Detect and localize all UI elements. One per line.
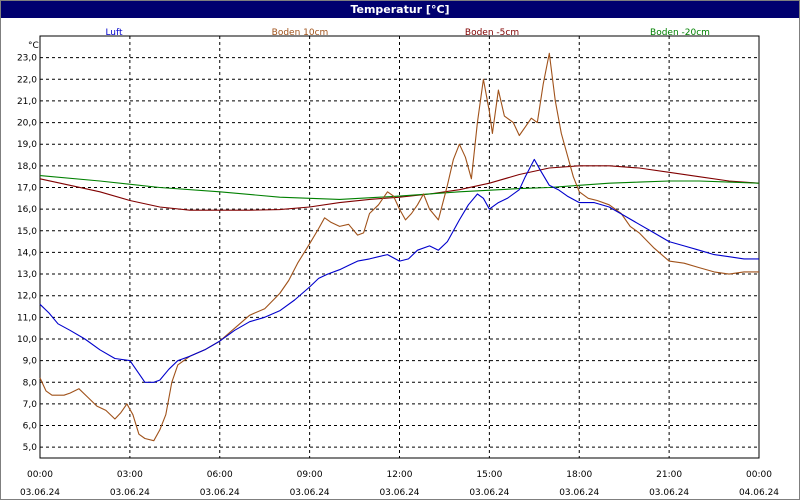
x-tick-date: 03.06.24 [379,488,419,498]
x-tick-date: 03.06.24 [20,488,60,498]
y-tick-label: 20,0 [17,119,37,129]
series-line-boden-10cm [39,52,759,442]
x-tick-time: 09:00 [297,470,323,480]
x-tick-time: 03:00 [117,470,143,480]
y-tick-label: 5,0 [23,443,38,453]
x-axis-tick-labels: 00:00 03.06.24 03:00 03.06.24 06:00 03.06.24 0… [20,470,779,498]
y-tick-label: 7,0 [23,400,38,410]
y-tick-label: 11,0 [17,313,37,323]
y-tick-label: 17,0 [17,183,37,193]
y-axis-tick-labels: 5,0 6,0 7,0 8,0 9,0 10,0 11,0 12,0 13,0 14,0 15,0 1… [17,54,37,454]
y-tick-label: 18,0 [17,162,37,172]
y-tick-label: 6,0 [23,422,38,432]
y-tick-label: 14,0 [17,248,37,258]
legend-entry: Boden 10cm [272,28,329,38]
series-lines [39,52,760,442]
y-axis-label: °C [28,41,39,51]
chart-title: Temperatur [°C] [350,3,450,16]
y-tick-label: 23,0 [17,54,37,64]
x-tick-date: 03.06.24 [649,488,689,498]
y-tick-label: 22,0 [17,75,37,85]
x-tick-time: 21:00 [656,470,682,480]
x-tick-date: 03.06.24 [469,488,509,498]
series-line-luft [39,158,759,383]
x-tick-time: 00:00 [27,470,53,480]
y-tick-label: 21,0 [17,97,37,107]
y-tick-label: 15,0 [17,227,37,237]
x-tick-time: 06:00 [207,470,233,480]
y-tick-label: 10,0 [17,335,37,345]
plot-area-border [39,35,760,459]
y-tick-label: 16,0 [17,205,37,215]
x-tick-date: 03.06.24 [200,488,240,498]
x-tick-date: 03.06.24 [110,488,150,498]
y-tick-label: 13,0 [17,270,37,280]
legend: Luft Boden 10cm Boden -5cm Boden -20cm [105,28,710,38]
legend-entry: Luft [105,28,123,38]
chart-title-bar: Temperatur [°C] [1,1,799,18]
series-line-boden-5cm [39,165,760,211]
y-tick-label: 8,0 [23,378,38,388]
grid-lines [40,36,759,458]
temperature-chart: 5,0 6,0 7,0 8,0 9,0 10,0 11,0 12,0 13,0 14,0 15,0 1… [17,28,779,498]
legend-entry: Boden -5cm [465,28,519,38]
y-tick-label: 12,0 [17,292,37,302]
x-tick-time: 15:00 [476,470,502,480]
x-tick-time: 18:00 [566,470,592,480]
x-tick-time: 12:00 [387,470,413,480]
y-tick-label: 19,0 [17,140,37,150]
x-tick-time: 00:00 [746,470,772,480]
x-tick-date: 03.06.24 [290,488,330,498]
x-tick-date: 04.06.24 [739,488,779,498]
x-tick-date: 03.06.24 [559,488,599,498]
y-tick-label: 9,0 [23,357,38,367]
legend-entry: Boden -20cm [650,28,710,38]
